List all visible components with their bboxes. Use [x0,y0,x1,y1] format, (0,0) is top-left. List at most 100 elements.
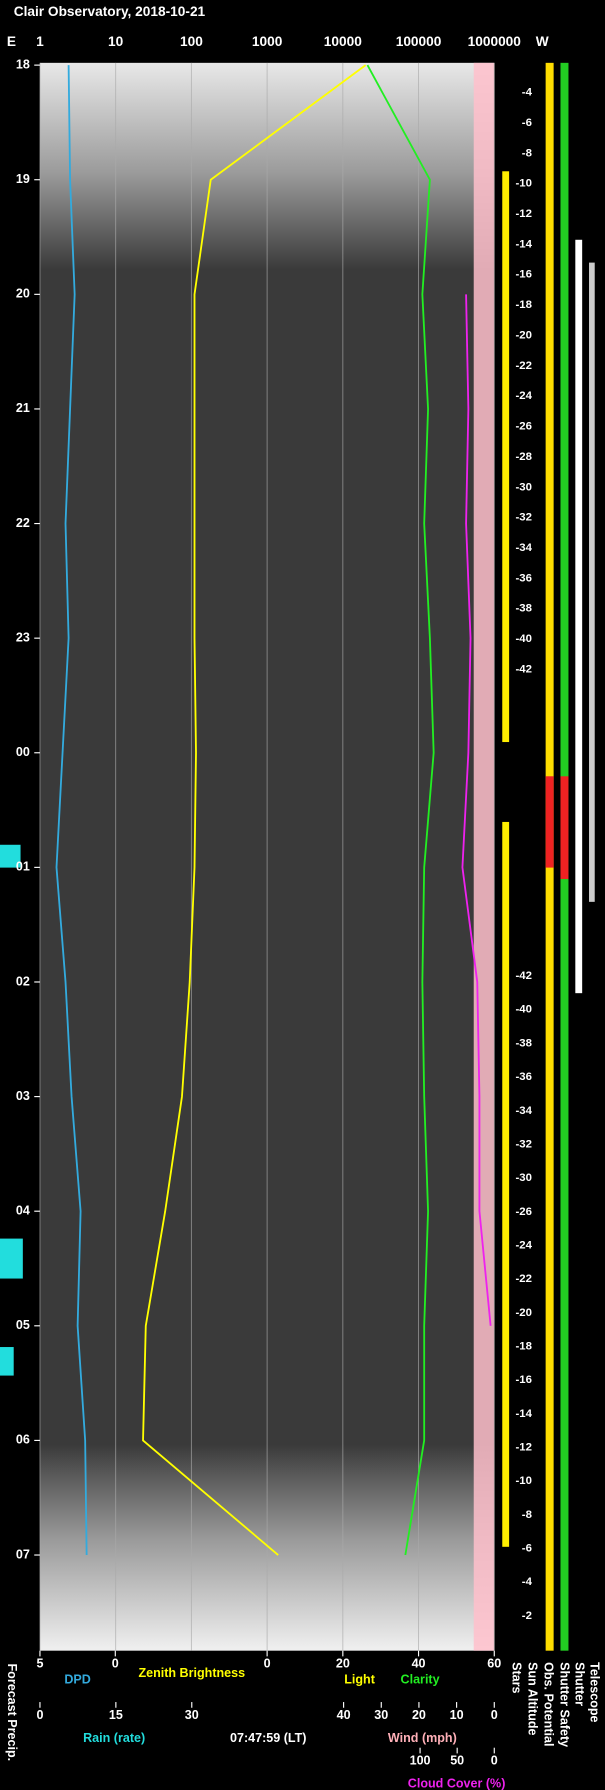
sun-altitude-label: -14 [515,238,532,250]
sun-altitude-label: -16 [515,269,532,281]
panel-label: Stars [510,1662,524,1693]
time-tick-label: 02 [16,974,30,988]
w-label: W [536,34,549,49]
bottom-tick-label: 20 [336,1657,350,1671]
x-tick-label: 100000 [396,34,442,49]
sun-altitude-label: -38 [515,603,532,615]
sun-altitude-label: -10 [515,1475,532,1487]
sun-altitude-label: -4 [522,87,533,99]
time-tick-label: 19 [16,172,30,186]
sun-altitude-label: -4 [522,1576,533,1588]
sun-altitude-label: -26 [515,421,532,433]
bottom-tick-label: 15 [109,1708,123,1722]
bottom-tick-label: 0 [36,1708,43,1722]
time-tick-label: 20 [16,287,30,301]
panel-label: Shutter Safety [558,1662,572,1747]
sun-altitude-label: -24 [515,1239,532,1251]
sun-altitude-label: -8 [522,147,532,159]
time-tick-label: 04 [16,1204,30,1218]
bottom-tick-label: 30 [185,1708,199,1722]
sun-altitude-label: -26 [515,1206,532,1218]
telescope-strip [589,262,595,902]
stars-strip-bad [545,776,554,868]
sun-altitude-label: -28 [515,451,532,463]
sun-altitude-label: -12 [515,1442,532,1454]
sun-altitude-label: -14 [515,1408,532,1420]
bottom-tick-label: 30 [374,1708,388,1722]
axis-label: Wind (mph) [388,1731,457,1745]
time-tick-label: 22 [16,516,30,530]
x-tick-label: 100 [180,34,203,49]
time-label: 07:47:59 (LT) [230,1731,306,1745]
wind-band [473,62,495,1651]
sun-altitude-label: -36 [515,1071,532,1083]
sun-altitude-label: -32 [515,1138,532,1150]
bottom-tick-label: 5 [36,1657,43,1671]
sun-altitude-label: -20 [515,1307,532,1319]
x-tick-label: 10 [108,34,124,49]
series-line [55,65,88,1556]
sun-altitude-label: -16 [515,1374,532,1386]
sun-altitude-label: -30 [515,1172,532,1184]
forecast-label: Forecast Precip. [5,1664,19,1762]
panel-label: Telescope [587,1662,601,1722]
sun-altitude-label: -34 [515,542,532,554]
bottom-tick-label: 0 [491,1708,498,1722]
precip-blob [0,1347,14,1376]
sun-altitude-label: -42 [515,970,532,982]
bottom-tick-label: 40 [412,1657,426,1671]
time-tick-label: 03 [16,1089,30,1103]
series-label: Cloud Cover (%) [408,1777,506,1790]
bottom-tick-label: 0 [112,1657,119,1671]
time-tick-label: 01 [16,860,30,874]
sun-altitude-label: -30 [515,481,532,493]
x-tick-label: 10000 [324,34,362,49]
time-tick-label: 23 [16,630,30,644]
series-label: Zenith Brightness [138,1666,245,1680]
sun-altitude-label: -22 [515,1273,532,1285]
sun-altitude-label: -24 [515,390,532,402]
series-line [366,64,435,1556]
bottom-tick-label: 40 [337,1708,351,1722]
bottom-tick-label: 50 [450,1754,464,1768]
series-line [461,294,492,1326]
sun-altitude-label: -42 [515,663,532,675]
sun-altitude-label: -6 [522,117,532,129]
time-tick-label: 18 [16,57,30,71]
panel-label: Shutter [572,1662,586,1706]
time-tick-label: 07 [16,1547,30,1561]
sun-altitude-label: -18 [515,1340,532,1352]
time-tick-label: 05 [16,1318,30,1332]
series-label: Clarity [401,1673,440,1687]
sun-altitude-label: -40 [515,633,532,645]
light-label: Light [344,1673,375,1687]
x-tick-label: 1 [36,34,44,49]
sun-altitude-label: -22 [515,360,532,372]
time-tick-label: 00 [16,745,30,759]
sun-altitude-label: -40 [515,1004,532,1016]
sun-altitude-label: -10 [515,178,532,190]
sun-altitude-label: -38 [515,1037,532,1049]
bottom-tick-label: 10 [450,1708,464,1722]
sun-strip [502,821,510,1547]
series-label: DPD [64,1673,91,1687]
shutter-strip [575,239,583,994]
sun-altitude-label: -12 [515,208,532,220]
x-tick-label: 1000000 [468,34,522,49]
precip-blob [0,844,21,868]
obs-strip-bad [560,776,569,880]
sun-altitude-label: -2 [522,1610,532,1622]
bottom-tick-label: 100 [410,1754,431,1768]
chart-title: Clair Observatory, 2018-10-21 [14,4,206,19]
series-line [142,64,367,1556]
sun-altitude-label: -20 [515,329,532,341]
axis-label: Rain (rate) [83,1731,145,1745]
panel-label: Obs. Potential [542,1662,556,1746]
sun-altitude-label: -34 [515,1105,532,1117]
bottom-tick-label: 0 [264,1657,271,1671]
sun-altitude-label: -6 [522,1543,532,1555]
sun-altitude-label: -36 [515,572,532,584]
sun-altitude-label: -8 [522,1509,532,1521]
